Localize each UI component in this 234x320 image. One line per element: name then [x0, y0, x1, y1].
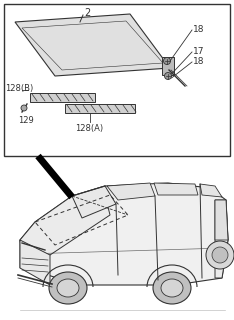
Circle shape — [21, 105, 27, 111]
Text: 128(B): 128(B) — [5, 84, 33, 92]
Polygon shape — [107, 183, 155, 200]
Bar — [4, 4, 230, 156]
Ellipse shape — [57, 279, 79, 297]
Polygon shape — [20, 240, 50, 285]
Polygon shape — [215, 200, 228, 240]
Circle shape — [165, 73, 172, 79]
Ellipse shape — [49, 272, 87, 304]
Text: 18: 18 — [193, 57, 205, 66]
Text: 18: 18 — [193, 25, 205, 34]
Bar — [162, 57, 174, 75]
Text: 17: 17 — [193, 46, 205, 55]
Bar — [65, 104, 135, 113]
Text: 128(A): 128(A) — [75, 124, 103, 132]
Circle shape — [164, 58, 171, 65]
Polygon shape — [20, 195, 110, 268]
Circle shape — [212, 247, 228, 263]
Polygon shape — [215, 200, 228, 278]
Polygon shape — [200, 184, 222, 197]
Text: 129: 129 — [18, 116, 34, 124]
Polygon shape — [72, 186, 116, 218]
Circle shape — [206, 241, 234, 269]
Bar — [30, 93, 95, 102]
Ellipse shape — [161, 279, 183, 297]
Polygon shape — [15, 14, 170, 76]
Ellipse shape — [153, 272, 191, 304]
Text: 2: 2 — [84, 8, 90, 18]
Polygon shape — [154, 183, 198, 195]
Polygon shape — [20, 183, 228, 285]
